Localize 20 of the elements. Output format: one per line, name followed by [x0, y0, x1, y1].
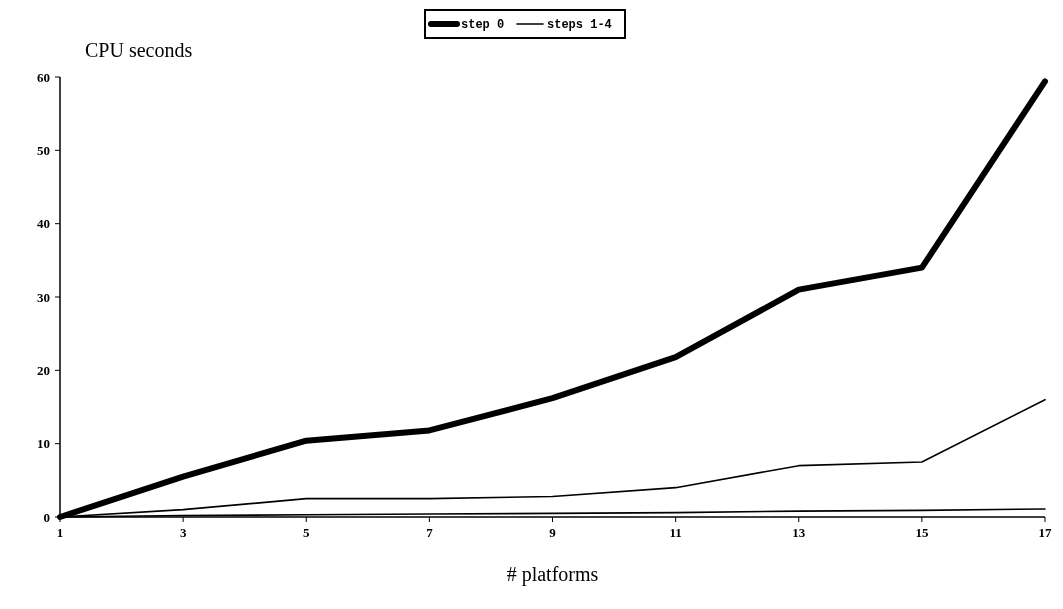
- y-tick-label: 10: [37, 436, 50, 452]
- x-tick-label: 13: [792, 525, 806, 540]
- y-tick-label: 60: [37, 69, 50, 85]
- x-tick-label: 11: [669, 525, 682, 540]
- x-axis-title: # platforms: [506, 563, 599, 586]
- x-tick-label: 9: [549, 525, 557, 540]
- x-tick-label: 15: [915, 525, 929, 540]
- x-tick-label: 17: [1038, 525, 1052, 540]
- y-tick-label: 40: [37, 216, 50, 232]
- y-tick-label: 0: [43, 509, 50, 525]
- legend-label: step 0: [461, 18, 505, 33]
- legend-label: steps 1-4: [547, 18, 612, 33]
- x-tick-label: 7: [426, 525, 434, 540]
- x-tick-label: 3: [179, 525, 187, 540]
- y-tick-label: 20: [37, 362, 50, 378]
- y-tick-label: 30: [37, 289, 50, 305]
- y-axis-title: CPU seconds: [85, 39, 193, 61]
- x-tick-label: 1: [56, 525, 64, 540]
- y-tick-label: 50: [37, 142, 50, 158]
- x-tick-label: 5: [303, 525, 310, 540]
